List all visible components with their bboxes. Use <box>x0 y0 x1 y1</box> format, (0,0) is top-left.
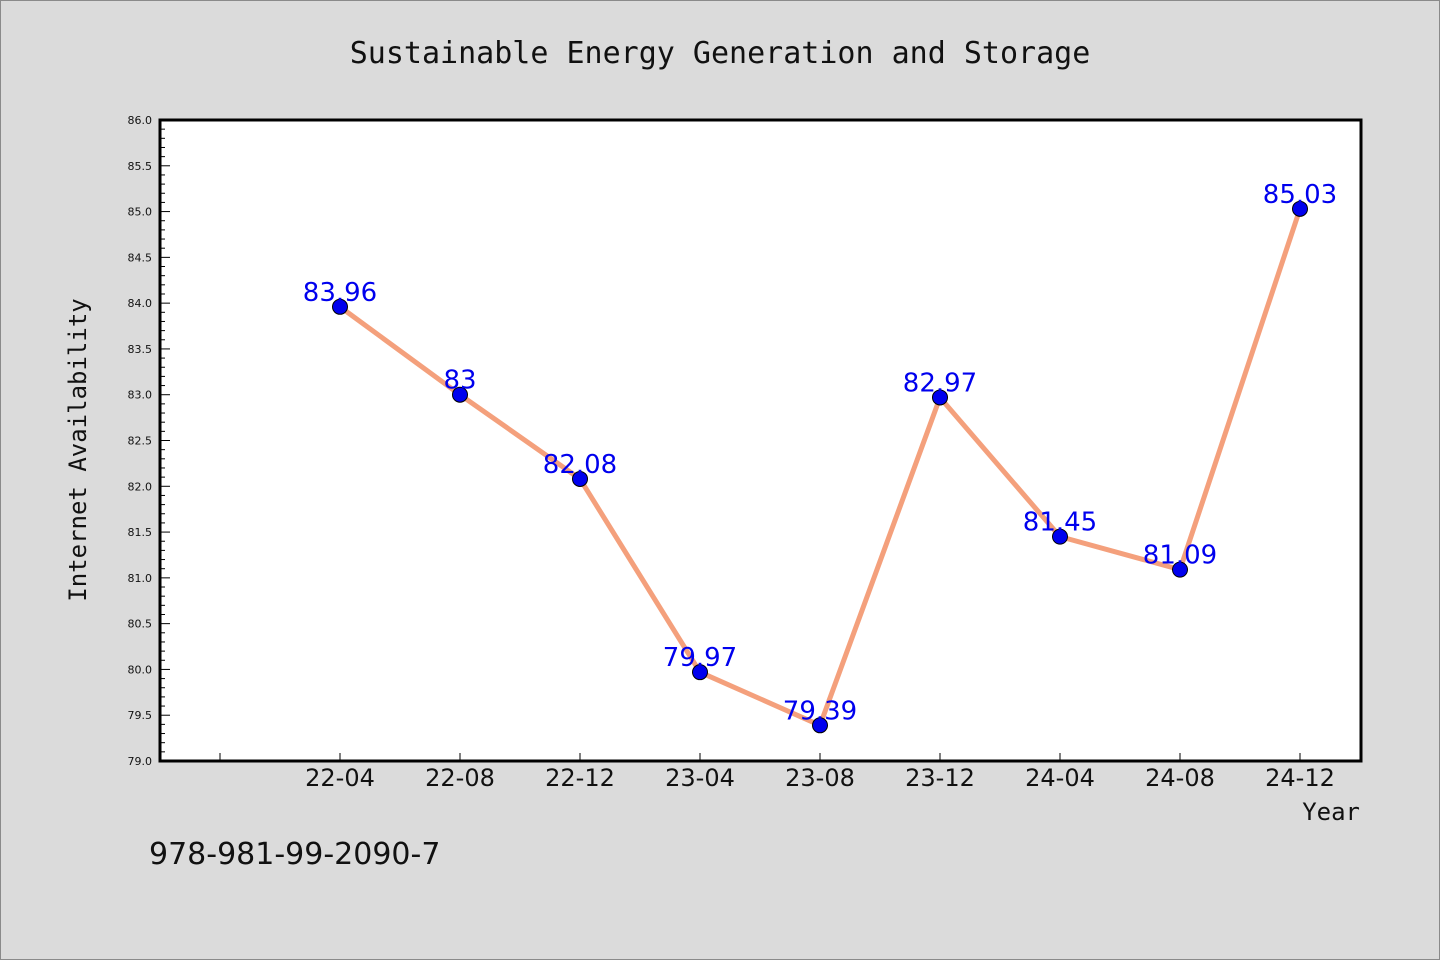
data-label: 83.96 <box>303 278 377 308</box>
x-tick-label: 22-04 <box>305 764 375 792</box>
data-label: 81.45 <box>1023 508 1097 538</box>
y-tick-label: 82.5 <box>128 435 153 448</box>
data-label: 83 <box>443 366 476 396</box>
y-tick-label: 84.5 <box>128 251 153 264</box>
y-tick-label: 80.0 <box>128 663 153 676</box>
data-point <box>692 664 708 681</box>
data-point <box>452 386 468 403</box>
data-label-layer: 83.96 83 82.08 79.97 79.39 82.97 81.45 81.09 85.… <box>303 180 1337 726</box>
data-point <box>572 470 588 487</box>
data-point <box>812 717 828 734</box>
data-point <box>1052 528 1068 545</box>
y-tick-label: 80.5 <box>128 618 153 631</box>
x-axis: 22-04 22-08 22-12 23-04 23-08 23-12 24-04 24-08… <box>219 753 1335 792</box>
data-label: 79.97 <box>663 643 737 673</box>
y-tick-label: 83.0 <box>128 389 153 402</box>
data-label: 85.03 <box>1263 180 1337 210</box>
y-tick-label: 83.5 <box>128 343 153 356</box>
footer-id-text: 978-981-99-2090-7 <box>149 837 440 872</box>
x-axis-label: Year <box>1302 798 1360 826</box>
plot-area <box>158 118 1363 763</box>
y-tick-label: 81.0 <box>128 572 153 585</box>
y-tick-label: 85.0 <box>128 206 153 219</box>
x-tick-label: 22-08 <box>425 764 495 792</box>
y-tick-label: 82.0 <box>128 480 153 493</box>
x-tick-label: 24-08 <box>1145 764 1215 792</box>
data-point <box>932 389 948 406</box>
chart-title: Sustainable Energy Generation and Storag… <box>350 36 1091 71</box>
y-axis-label: Internet Availability <box>64 298 92 601</box>
data-point <box>1172 561 1188 578</box>
data-label: 79.39 <box>783 696 857 726</box>
data-label: 82.97 <box>903 368 977 398</box>
y-tick-label: 85.5 <box>128 160 153 173</box>
x-tick-label: 24-04 <box>1025 764 1095 792</box>
y-axis: 79.0 79.5 80.0 80.5 81.0 81.5 82.0 82.5 83.0 83.5… <box>128 114 170 768</box>
data-label: 82.08 <box>543 450 617 480</box>
y-tick-label: 86.0 <box>128 114 153 127</box>
data-point <box>1292 200 1308 217</box>
data-label: 81.09 <box>1143 541 1217 571</box>
marker-layer <box>332 200 1308 734</box>
y-tick-label: 81.5 <box>128 526 153 539</box>
x-tick-label: 23-08 <box>785 764 855 792</box>
x-tick-label: 23-04 <box>665 764 735 792</box>
data-point <box>332 298 348 315</box>
x-tick-label: 24-12 <box>1265 764 1335 792</box>
x-tick-label: 22-12 <box>545 764 615 792</box>
x-tick-label: 23-12 <box>905 764 975 792</box>
y-tick-label: 79.5 <box>128 709 153 722</box>
y-tick-label: 79.0 <box>128 755 153 768</box>
y-tick-label: 84.0 <box>128 297 153 310</box>
